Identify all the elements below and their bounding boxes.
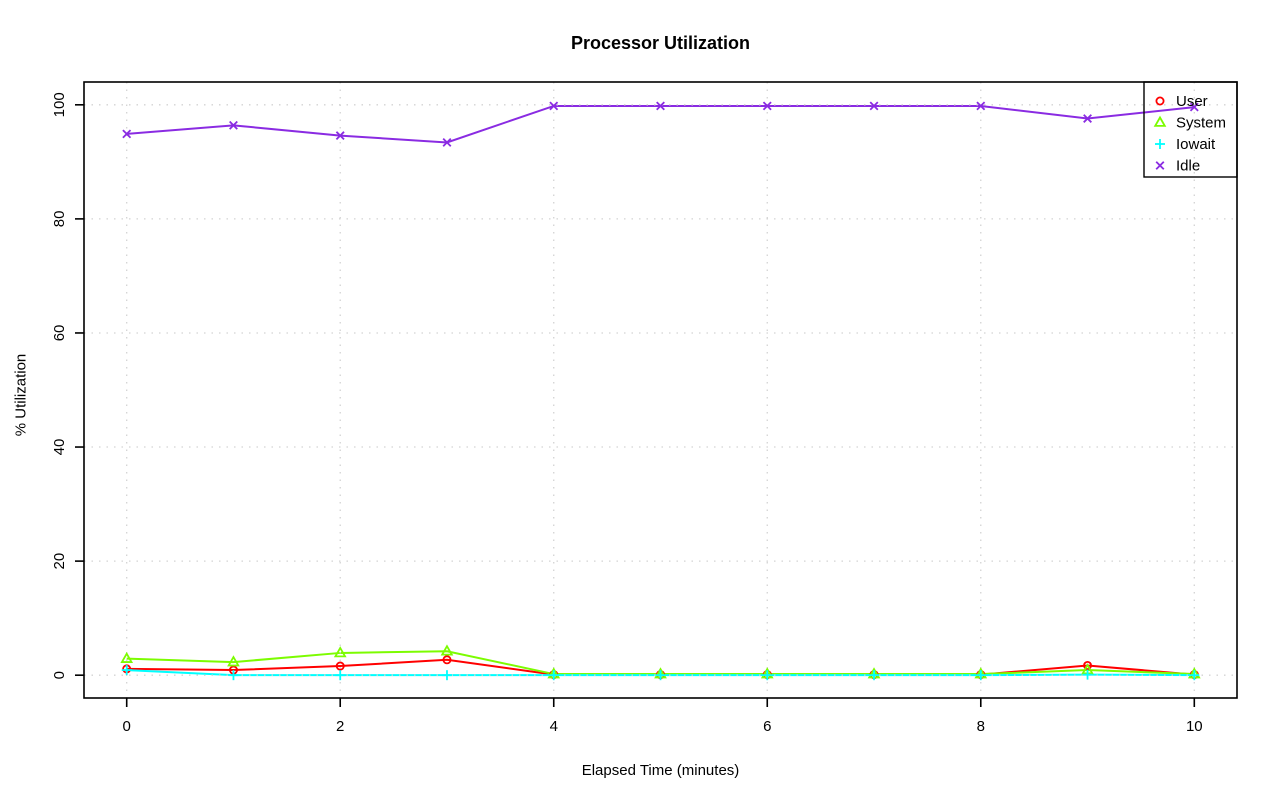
series-markers-iowait <box>121 665 1200 681</box>
legend-marker-idle <box>1155 161 1165 170</box>
y-tick-label-40: 40 <box>51 439 68 456</box>
marker-system-1 <box>227 655 240 667</box>
marker-idle-6 <box>762 101 772 111</box>
marker-system-2 <box>333 646 347 658</box>
marker-iowait-4 <box>548 670 559 681</box>
marker-idle-2 <box>335 131 345 141</box>
legend-label-iowait: Iowait <box>1176 136 1216 153</box>
x-tick-label-10: 10 <box>1186 718 1203 735</box>
marker-user-3 <box>442 655 452 665</box>
marker-idle-5 <box>656 101 665 111</box>
x-tick-label-4: 4 <box>550 718 558 735</box>
grid-lines <box>84 82 1237 698</box>
series-markers-idle <box>122 101 1199 147</box>
legend-marker-iowait <box>1155 139 1165 149</box>
marker-system-3 <box>440 644 454 656</box>
marker-system-0 <box>120 651 134 663</box>
y-tick-label-80: 80 <box>51 211 68 228</box>
marker-idle-0 <box>122 129 132 139</box>
y-axis-label: % Utilization <box>12 353 30 437</box>
series-line-idle <box>126 104 1195 144</box>
marker-idle-7 <box>869 101 879 111</box>
marker-idle-8 <box>976 101 986 111</box>
legend-item-system: System <box>1153 115 1226 132</box>
marker-iowait-6 <box>762 670 773 681</box>
marker-iowait-8 <box>975 670 986 681</box>
y-tick-label-20: 20 <box>51 553 68 570</box>
y-tick-label-60: 60 <box>51 325 68 342</box>
legend-label-system: System <box>1176 115 1226 132</box>
legend: User System Iowait Idle <box>1143 81 1238 178</box>
legend-box <box>1143 81 1238 178</box>
marker-user-9 <box>1083 660 1093 670</box>
plot-box <box>83 81 1238 699</box>
x-tick-label-6: 6 <box>763 718 771 735</box>
chart-title: Processor Utilization <box>570 33 751 53</box>
legend-label-user: User <box>1176 93 1208 110</box>
x-tick-label-2: 2 <box>336 718 344 735</box>
marker-user-2 <box>335 661 345 671</box>
marker-iowait-0 <box>121 665 132 676</box>
marker-iowait-9 <box>1082 669 1093 680</box>
marker-iowait-7 <box>869 670 880 681</box>
x-tick-label-8: 8 <box>977 718 985 735</box>
legend-marker-user <box>1155 96 1165 106</box>
x-tick-label-0: 0 <box>123 718 131 735</box>
marker-iowait-5 <box>655 670 666 681</box>
y-tick-label-100: 100 <box>51 92 68 117</box>
marker-idle-3 <box>442 138 452 147</box>
legend-label-idle: Idle <box>1176 158 1200 175</box>
marker-iowait-3 <box>441 670 452 681</box>
marker-iowait-1 <box>228 670 239 681</box>
marker-idle-9 <box>1083 114 1092 123</box>
legend-item-user: User <box>1155 93 1208 110</box>
marker-iowait-2 <box>335 670 346 681</box>
legend-marker-system <box>1153 115 1167 127</box>
marker-idle-4 <box>549 101 559 111</box>
marker-idle-1 <box>229 120 238 130</box>
legend-item-iowait: Iowait <box>1155 136 1216 153</box>
y-tick-label-0: 0 <box>51 671 68 679</box>
marker-iowait-10 <box>1189 670 1200 681</box>
legend-item-idle: Idle <box>1155 158 1200 175</box>
marker-idle-10 <box>1189 102 1199 112</box>
x-axis-label: Elapsed Time (minutes) <box>581 762 740 779</box>
